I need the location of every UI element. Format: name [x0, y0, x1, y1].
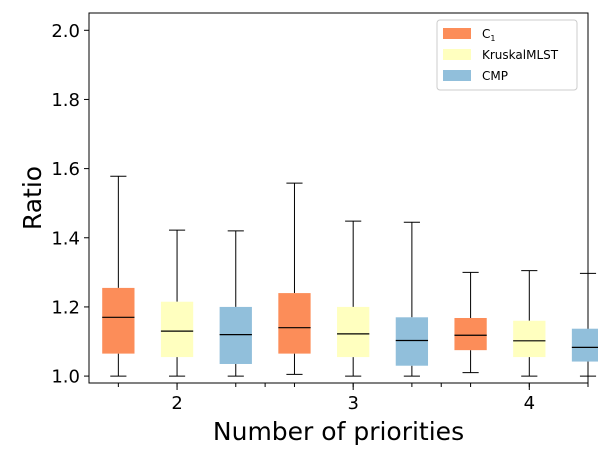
- box-body: [454, 317, 487, 351]
- box-body: [160, 301, 194, 358]
- legend-swatch: [443, 49, 471, 60]
- y-axis: 1.0 1.2 1.4 1.6 1.8 2.0: [51, 21, 89, 388]
- legend-item-kruskalmlst: KruskalMLST: [443, 48, 559, 62]
- box-body: [571, 328, 598, 362]
- box-c-3: [278, 182, 311, 375]
- box-body: [395, 317, 429, 366]
- plot-frame: [88, 12, 589, 384]
- legend-label: CMP: [482, 69, 508, 83]
- box-kruskalmlst-4: [513, 270, 546, 377]
- y-axis-title: Ratio: [18, 166, 47, 230]
- box-body: [102, 287, 135, 354]
- box-cmp-2: [219, 230, 252, 377]
- box-body: [219, 306, 252, 364]
- x-tick-label: 4: [524, 393, 535, 414]
- box-marks: [102, 175, 598, 377]
- y-tick-label: 1.8: [51, 90, 80, 111]
- box-c-2: [102, 175, 135, 377]
- legend-item-cmp: CMP: [443, 69, 508, 83]
- legend-swatch: [443, 28, 471, 39]
- y-tick-label: 1.0: [51, 367, 80, 388]
- y-tick-label: 1.4: [51, 228, 80, 249]
- x-axis: 2 3 4: [117, 383, 589, 414]
- y-tick-label: 1.2: [51, 297, 80, 318]
- legend-subscript: 1: [490, 34, 495, 43]
- x-tick-label: 2: [171, 393, 182, 414]
- box-body: [337, 306, 370, 358]
- box-c-4: [454, 271, 487, 374]
- box-body: [513, 320, 546, 358]
- y-tick-label: 2.0: [51, 21, 80, 42]
- legend-swatch: [443, 70, 471, 81]
- box-body: [278, 293, 311, 354]
- box-kruskalmlst-3: [337, 220, 370, 377]
- box-cmp-3: [395, 221, 429, 377]
- legend-box: [436, 19, 578, 91]
- box-kruskalmlst-2: [160, 229, 194, 377]
- y-tick-label: 1.6: [51, 159, 80, 180]
- x-tick-label: 3: [347, 393, 358, 414]
- legend-label: KruskalMLST: [482, 48, 559, 62]
- x-axis-title: Number of priorities: [213, 417, 464, 446]
- box-cmp-4: [571, 272, 598, 377]
